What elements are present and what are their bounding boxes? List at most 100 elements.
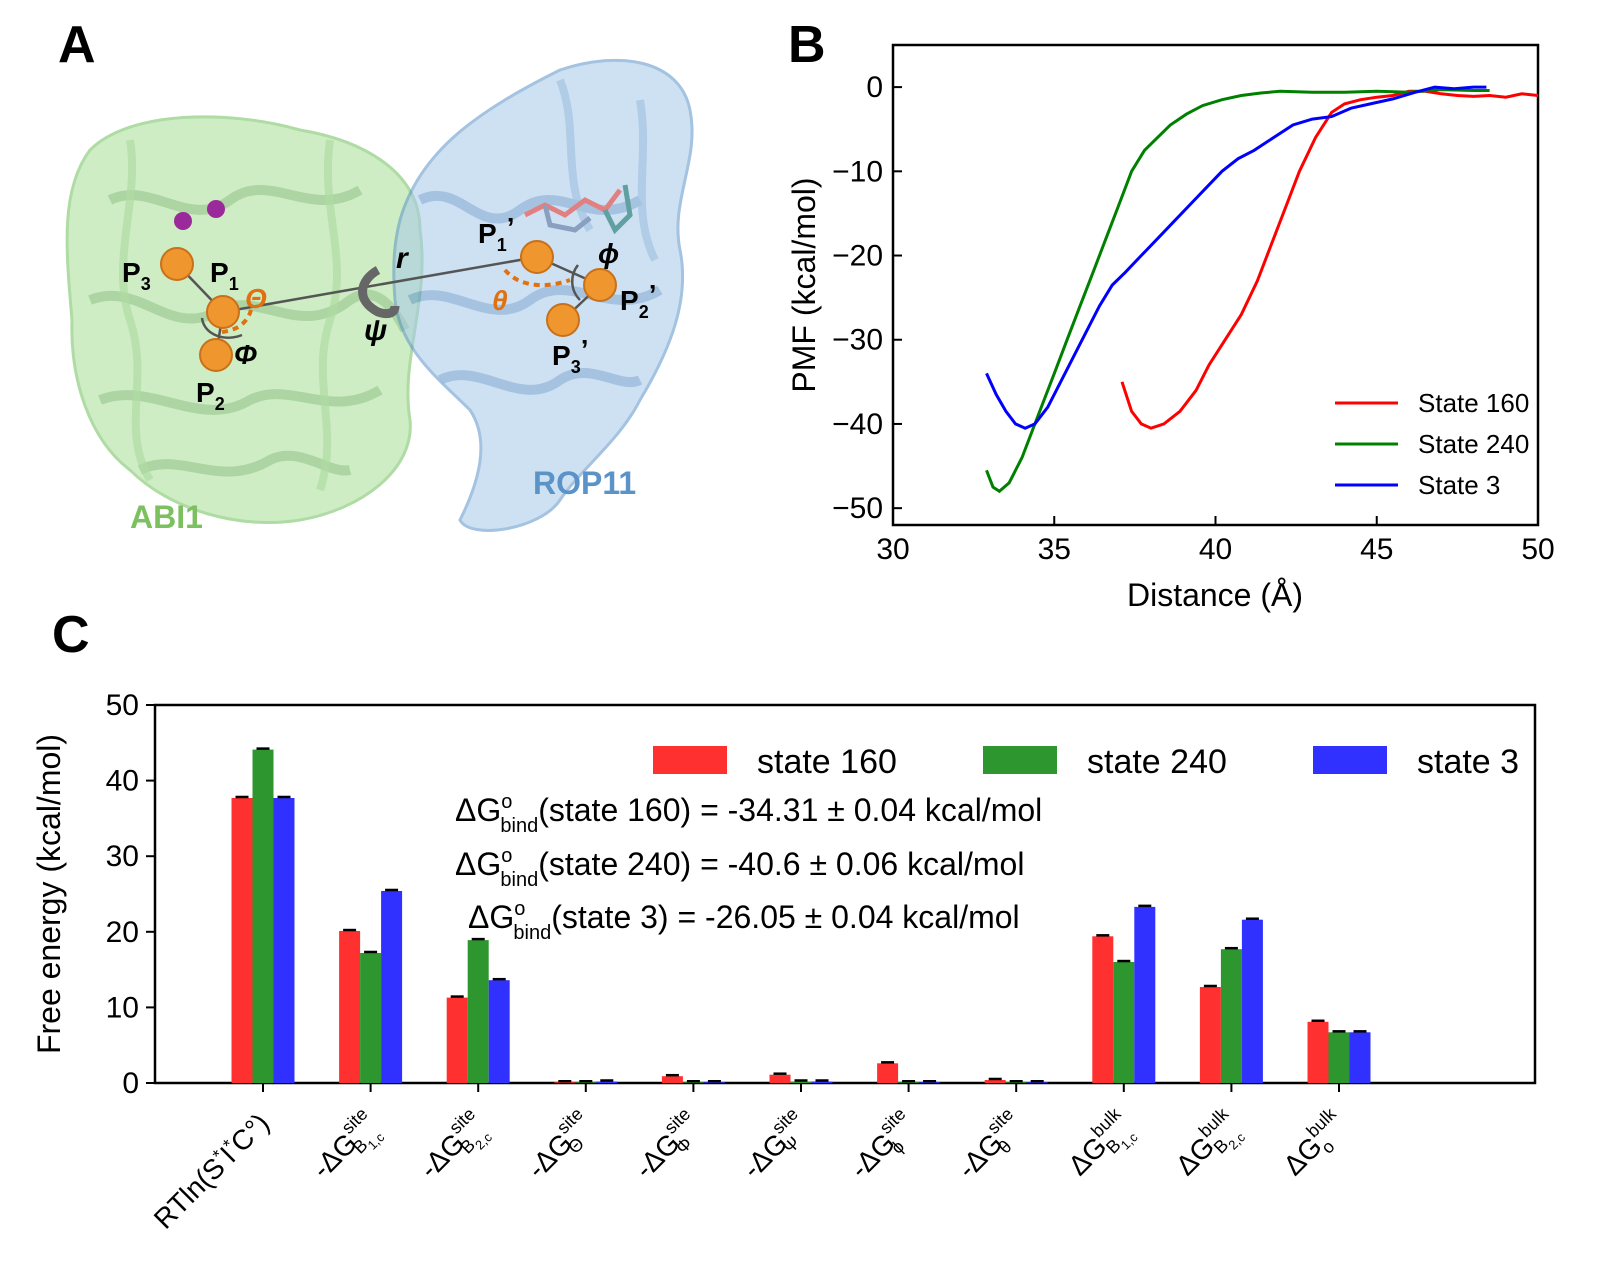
pmf-ticks: 30 35 40 45 50 0 −10 −20 −30 −40 −50	[832, 71, 1555, 566]
pmf-x-tick-label: 50	[1521, 533, 1554, 566]
fe-bar	[1328, 1032, 1350, 1083]
fe-legend-swatch	[983, 746, 1057, 774]
pmf-legend: State 160 State 240 State 3	[1335, 388, 1529, 500]
label-theta-right: θ	[492, 285, 508, 316]
fe-annotations: ΔGo bind(state 160) = -34.31 ± 0.04 kcal/…	[455, 791, 1042, 944]
fe-category-label: RTln(S*I*C°)	[147, 1107, 275, 1235]
fe-category-label: ΔGbulkB2,c	[1166, 1103, 1252, 1189]
fe-bar	[769, 1074, 791, 1083]
panel-letter-a: A	[58, 16, 96, 74]
pmf-x-tick-label: 35	[1038, 533, 1071, 566]
fe-bar	[1113, 962, 1135, 1083]
fe-bar	[1026, 1082, 1048, 1083]
pmf-x-tick-label: 45	[1360, 533, 1393, 566]
label-p2-prime: P2’	[620, 279, 656, 322]
pmf-y-tick-label: −10	[832, 155, 883, 188]
fe-bar	[984, 1080, 1006, 1083]
label-psi: ψ	[364, 314, 387, 347]
fe-bar	[1349, 1032, 1371, 1083]
panel-letter-c: C	[52, 606, 90, 664]
ion-sphere-1	[174, 212, 192, 230]
fe-category-label: -ΔGsiteΘ	[518, 1104, 603, 1189]
pmf-legend-label: State 240	[1418, 429, 1529, 459]
fe-bar	[1241, 919, 1263, 1083]
pmf-x-axis-label: Distance (Å)	[1127, 577, 1303, 613]
fe-legend-label: state 240	[1087, 743, 1227, 781]
fe-bar	[682, 1082, 704, 1083]
binding-free-energy-annotation: ΔGo bind(state 240) = -40.6 ± 0.06 kcal/m…	[455, 845, 1024, 891]
fe-bar	[596, 1081, 618, 1083]
ion-sphere-2	[207, 200, 225, 218]
fe-category-label: -ΔGsiteB2,c	[410, 1104, 498, 1192]
pmf-lines	[985, 85, 1539, 494]
fe-category-label: -ΔGsiteΦ	[625, 1104, 710, 1189]
fe-category-label: -ΔGsiteB1,c	[302, 1104, 390, 1192]
fe-bar	[339, 931, 361, 1083]
psi-rotation-arrow	[358, 266, 400, 319]
fe-bar	[877, 1063, 899, 1083]
bead-p2	[199, 338, 233, 372]
binding-free-energy-annotation: ΔGo bind(state 160) = -34.31 ± 0.04 kcal/…	[455, 791, 1042, 837]
fe-ticks: 0 10 20 30 40 50	[106, 689, 1340, 1100]
bead-p2-prime	[583, 268, 617, 302]
fe-y-axis-label: Free energy (kcal/mol)	[31, 734, 67, 1054]
bead-p3	[160, 247, 194, 281]
label-p1-prime: P1’	[478, 212, 514, 255]
fe-bar	[1092, 936, 1114, 1083]
phi-right-arc	[571, 264, 581, 301]
label-p1: P1	[210, 257, 239, 294]
fe-bar	[381, 891, 403, 1083]
pmf-y-axis-label: PMF (kcal/mol)	[786, 177, 822, 392]
ligand-sticks	[523, 184, 633, 235]
label-theta-left: Θ	[245, 283, 267, 314]
pmf-y-tick-label: −40	[832, 408, 883, 441]
fe-y-tick-label: 20	[106, 916, 139, 949]
theta-right-arc	[503, 268, 571, 288]
fe-plot-frame	[153, 703, 1537, 1085]
abi1-label: ABI1	[130, 499, 203, 535]
fe-y-tick-label: 40	[106, 765, 139, 798]
fe-bar	[252, 749, 274, 1083]
fe-category-label: -ΔGsiteθ	[948, 1104, 1033, 1189]
fe-bars	[231, 747, 1371, 1083]
fe-bar	[703, 1082, 725, 1083]
fe-bar	[898, 1082, 920, 1083]
pmf-x-tick-label: 40	[1199, 533, 1232, 566]
fe-bar	[231, 798, 253, 1083]
pmf-y-tick-label: 0	[866, 71, 883, 104]
panel-b: B 30 35 40 45 50 0 −10 −20 −30 −40 −50 Distance (Å…	[786, 16, 1555, 613]
fe-bar	[919, 1082, 941, 1083]
label-p2: P2	[196, 377, 225, 414]
pmf-y-tick-label: −50	[832, 492, 883, 525]
bead-p3-prime	[546, 303, 580, 337]
fe-bar	[1220, 949, 1242, 1083]
fe-bar	[811, 1081, 833, 1083]
fe-bar	[1134, 906, 1156, 1083]
label-phi-right: ϕ	[598, 238, 619, 269]
rop11-label: ROP11	[533, 465, 636, 501]
fe-bar	[1199, 987, 1221, 1083]
phi-left-arc	[200, 317, 243, 339]
fe-bar	[360, 953, 382, 1083]
theta-left-arc	[221, 304, 254, 334]
panel-a: A ABI1 ROP11	[58, 16, 694, 535]
fe-y-tick-label: 10	[106, 991, 139, 1024]
label-p3-prime: P3’	[552, 334, 588, 377]
fe-bar	[467, 940, 489, 1083]
rop11-protein-illustration	[392, 58, 694, 532]
fe-y-tick-label: 30	[106, 840, 139, 873]
bead-p1	[206, 295, 240, 329]
fe-category-label: -ΔGsiteΨ	[733, 1104, 818, 1189]
panel-letter-b: B	[788, 16, 826, 74]
fe-bar	[554, 1082, 576, 1083]
fe-y-tick-label: 0	[122, 1067, 139, 1100]
fe-bar	[1307, 1021, 1329, 1083]
fe-bar	[446, 997, 468, 1083]
fe-bar	[1005, 1082, 1027, 1083]
pmf-legend-label: State 3	[1418, 470, 1500, 500]
binding-free-energy-annotation: ΔGo bind(state 3) = -26.05 ± 0.04 kcal/mo…	[468, 898, 1020, 944]
fe-category-label: ΔGbulkB1,c	[1059, 1103, 1145, 1189]
fe-category-label: ΔGbulko	[1274, 1103, 1356, 1185]
fe-y-tick-label: 50	[106, 689, 139, 722]
